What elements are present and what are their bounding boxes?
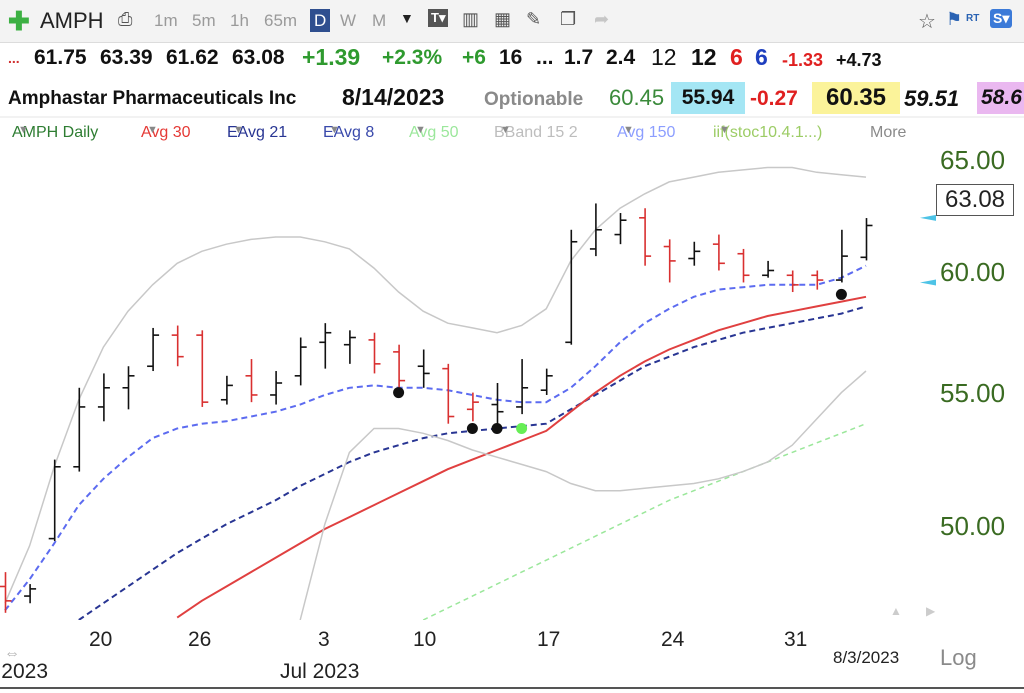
y-tick-label: 55.00 [940, 378, 1006, 408]
bar-chart-icon[interactable]: ▥ [462, 9, 480, 29]
legend-label: Avg 50 [409, 124, 459, 141]
stat-11: +4.73 [836, 50, 882, 70]
timeframe-1m[interactable]: 1m [154, 11, 178, 30]
series-line-avg50 [422, 423, 867, 620]
x-tick-label: 26 [188, 628, 212, 651]
timeframe-w[interactable]: W [340, 11, 357, 30]
notes-icon[interactable]: ❐ [560, 9, 577, 29]
quote-high: 63.39 [100, 46, 153, 69]
arrows-icon[interactable]: ⇔ [4, 645, 20, 662]
symbol-field[interactable]: AMPH [40, 8, 104, 33]
series-line-avg30 [176, 295, 867, 619]
stat-2: 16 [499, 46, 523, 69]
star-icon[interactable]: ☆ [918, 11, 936, 33]
stat-1: +6 [462, 46, 486, 69]
signal-dot [466, 422, 478, 434]
timeframe-65m[interactable]: 65m [264, 11, 298, 30]
legend-label: AMPH Daily [12, 124, 99, 141]
stat-3: ... [536, 46, 554, 69]
legend-label: BBand 15 2 [494, 124, 578, 141]
x-tick-label: 3 [318, 628, 330, 651]
legend-label: EAvg 8 [323, 124, 375, 141]
add-symbol-icon[interactable]: ✚ [8, 6, 30, 36]
date-box: 8/3/2023 [833, 648, 900, 667]
month-label-partial: 2023 [0, 660, 48, 688]
text-tool-icon[interactable]: T▾ [428, 9, 449, 27]
legend-label: More [870, 124, 907, 141]
log-scale-toggle[interactable]: Log [940, 645, 977, 670]
info-value-1: 60.45 [609, 85, 665, 110]
info-value-2: 55.94 [671, 82, 745, 114]
chart-toolbar: ✚ AMPH ⎙ 1m 5m 1h 65m D W M ▼ T▾ ▥ ▦ ✎ ❐… [0, 0, 1024, 43]
timeframe-m[interactable]: M [372, 11, 387, 30]
signal-dot [393, 387, 405, 399]
last-price-box: 63.08 [936, 184, 1014, 216]
signal-dot [491, 422, 503, 434]
indicator-legend: AMPH Daily ▼ Avg 30 ▼ EAvg 21 ▼ EAvg 8 ▼ Avg… [12, 124, 907, 141]
month-label-text: 2023 [1, 660, 48, 683]
x-tick-label: 10 [413, 628, 437, 651]
stat-8: 6 [730, 44, 743, 70]
info-value-4: 60.35 [812, 82, 900, 114]
legend-label: EAvg 21 [227, 124, 288, 141]
optionable-label: Optionable [484, 89, 584, 110]
series-line-eavg21 [78, 305, 867, 620]
quote-prefix: ... [8, 50, 20, 66]
signal-dot [516, 422, 528, 434]
realtime-icon[interactable]: RT [966, 13, 980, 24]
stat-5: 2.4 [606, 46, 636, 69]
y-tick-label: 50.00 [940, 511, 1006, 541]
legend-label: iif(stoc10.4.1...) [713, 124, 823, 141]
info-value-6: 58.6 [977, 82, 1024, 114]
quote-date: 8/14/2023 [342, 84, 445, 110]
price-arrow-icon [920, 214, 936, 221]
stat-9: 6 [755, 44, 768, 70]
table-icon[interactable]: ▦ [494, 9, 512, 29]
scroll-right-icon[interactable]: ▶ [926, 604, 936, 618]
quote-low: 61.62 [166, 46, 219, 69]
series-line-eavg8 [4, 264, 867, 612]
info-row: Amphastar Pharmaceuticals Inc 8/14/2023 … [0, 82, 1024, 116]
share-icon[interactable]: ➦ [594, 9, 610, 29]
pencil-icon[interactable]: ✎ [526, 9, 542, 29]
signal-dot [835, 288, 847, 300]
settings-icon[interactable]: S▾ [990, 9, 1013, 28]
stat-7: 12 [691, 44, 717, 70]
timeframe-1h[interactable]: 1h [230, 11, 249, 30]
price-arrow-icon [920, 279, 936, 286]
timeframe-5m[interactable]: 5m [192, 11, 216, 30]
scroll-up-icon[interactable]: ▲ [890, 604, 902, 618]
stat-6: 12 [651, 44, 677, 70]
quote-close: 63.08 [232, 46, 285, 69]
x-tick-label: 24 [661, 628, 685, 651]
x-tick-label: 17 [537, 628, 561, 651]
quote-change-pct: +2.3% [382, 46, 443, 69]
chevron-down-icon[interactable]: ▼ [400, 10, 414, 26]
stat-4: 1.7 [564, 46, 594, 69]
legend-label: Avg 30 [141, 124, 191, 141]
series-line-bb_upper [4, 166, 867, 604]
y-tick-label: 60.00 [940, 257, 1006, 287]
x-tick-label: 20 [89, 628, 113, 651]
quote-open: 61.75 [34, 46, 87, 69]
quote-change: +1.39 [302, 44, 361, 70]
timeframe-d[interactable]: D [310, 9, 331, 32]
x-tick-label: 31 [784, 628, 808, 651]
info-value-3: -0.27 [750, 87, 798, 110]
print-icon[interactable]: ⎙ [118, 9, 133, 29]
quote-row: ... 61.75 63.39 61.62 63.08 +1.39 +2.3% … [0, 44, 1024, 78]
info-value-5: 59.51 [904, 86, 960, 111]
month-label: Jul 2023 [280, 660, 360, 683]
series-line-bb_lower [299, 370, 867, 620]
legend-label: Avg 150 [617, 124, 676, 141]
y-tick-label: 65.00 [940, 145, 1006, 175]
company-name: Amphastar Pharmaceuticals Inc [8, 88, 297, 109]
flag-icon[interactable]: ⚑ [946, 9, 963, 29]
stat-10: -1.33 [782, 50, 824, 70]
